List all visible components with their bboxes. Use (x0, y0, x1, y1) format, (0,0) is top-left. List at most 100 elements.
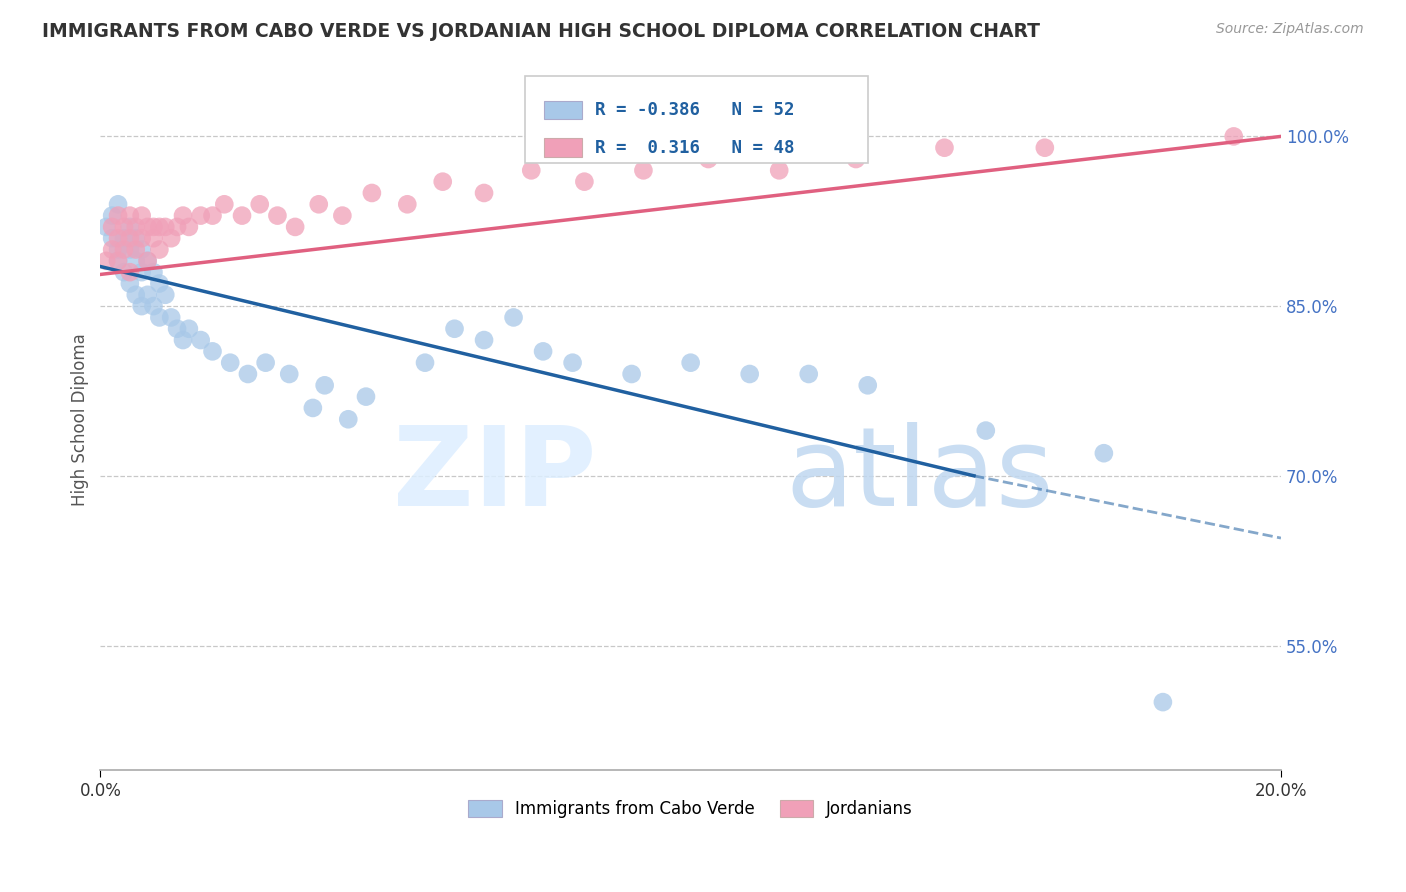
Point (148, 243, 170, 257)
Point (125, 243, 148, 257)
Point (797, 367, 820, 381)
Point (361, 186, 384, 200)
Point (96, 219, 118, 234)
Point (118, 243, 141, 257)
Point (118, 209, 141, 223)
Point (131, 243, 153, 257)
Point (118, 277, 141, 291)
Point (172, 209, 194, 223)
Point (112, 265, 135, 279)
Point (148, 219, 170, 234)
Point (1033, 141, 1056, 155)
Point (278, 367, 301, 381)
Point (107, 253, 129, 268)
Text: IMMIGRANTS FROM CABO VERDE VS JORDANIAN HIGH SCHOOL DIPLOMA CORRELATION CHART: IMMIGRANTS FROM CABO VERDE VS JORDANIAN … (42, 22, 1040, 41)
Point (101, 209, 124, 223)
Point (136, 219, 159, 234)
Point (201, 344, 224, 359)
Point (142, 265, 165, 279)
Point (1152, 695, 1174, 709)
Point (125, 287, 148, 301)
Point (231, 209, 253, 223)
Point (236, 367, 259, 381)
Point (172, 333, 194, 347)
Point (136, 253, 159, 268)
Point (620, 367, 643, 381)
Point (561, 356, 583, 370)
Text: R = -0.386   N = 52: R = -0.386 N = 52 (595, 101, 794, 119)
Point (101, 219, 124, 234)
Point (107, 231, 129, 245)
Point (679, 356, 702, 370)
Point (118, 219, 141, 234)
Point (142, 219, 165, 234)
Point (136, 287, 159, 301)
Point (107, 243, 129, 257)
Point (190, 209, 212, 223)
Point (443, 322, 465, 336)
Text: ZIP: ZIP (392, 422, 596, 529)
Point (112, 231, 135, 245)
Point (413, 356, 436, 370)
Point (332, 209, 354, 223)
Point (302, 401, 325, 415)
Point (337, 412, 360, 426)
Point (125, 253, 148, 268)
Point (396, 197, 419, 211)
Point (531, 344, 554, 359)
Point (118, 265, 141, 279)
Point (148, 310, 170, 325)
Point (177, 219, 200, 234)
Legend: Immigrants from Cabo Verde, Jordanians: Immigrants from Cabo Verde, Jordanians (461, 793, 920, 825)
Point (520, 163, 543, 178)
Point (142, 299, 165, 313)
Point (738, 367, 761, 381)
Point (131, 209, 153, 223)
Point (155, 219, 177, 234)
Point (768, 163, 790, 178)
Point (125, 231, 148, 245)
Point (856, 378, 879, 392)
Point (166, 219, 188, 234)
Point (177, 322, 200, 336)
Point (249, 197, 271, 211)
Point (118, 231, 141, 245)
Point (934, 141, 956, 155)
Point (112, 219, 135, 234)
Point (101, 231, 124, 245)
Point (308, 197, 330, 211)
Y-axis label: High School Diploma: High School Diploma (72, 333, 89, 506)
Text: Source: ZipAtlas.com: Source: ZipAtlas.com (1216, 22, 1364, 37)
Point (107, 253, 129, 268)
Point (697, 152, 720, 166)
Point (131, 299, 153, 313)
Point (314, 378, 336, 392)
Point (214, 197, 236, 211)
FancyBboxPatch shape (526, 76, 868, 163)
Point (125, 219, 148, 234)
Point (502, 310, 524, 325)
Point (354, 390, 377, 404)
Point (472, 186, 495, 200)
Point (142, 231, 165, 245)
FancyBboxPatch shape (544, 138, 582, 157)
Point (112, 243, 135, 257)
Point (266, 209, 288, 223)
Point (201, 209, 224, 223)
Point (136, 253, 159, 268)
Point (166, 322, 188, 336)
Point (845, 152, 868, 166)
Point (633, 163, 655, 178)
Point (101, 243, 124, 257)
Point (96, 253, 118, 268)
Text: R =  0.316   N = 48: R = 0.316 N = 48 (595, 138, 794, 157)
FancyBboxPatch shape (544, 101, 582, 119)
Point (131, 231, 153, 245)
Point (432, 175, 454, 189)
Point (160, 310, 183, 325)
Point (190, 333, 212, 347)
Point (574, 175, 596, 189)
Point (1092, 446, 1115, 460)
Point (974, 424, 997, 438)
Point (155, 287, 177, 301)
